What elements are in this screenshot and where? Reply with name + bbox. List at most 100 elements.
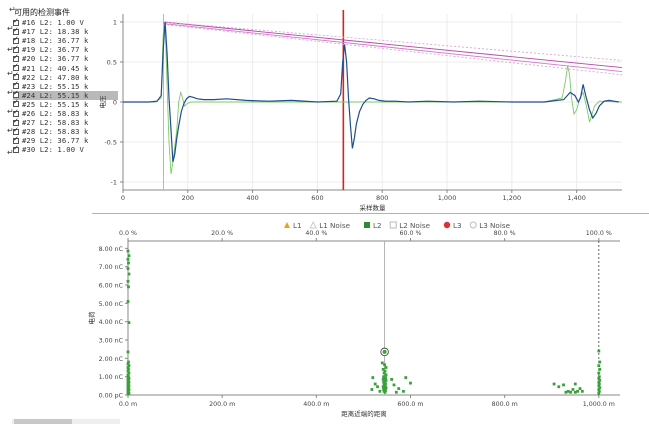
event-label: #27 L2: 58.83 k bbox=[22, 118, 89, 128]
top-tick-label: 100.0 % bbox=[586, 230, 612, 237]
series-line bbox=[163, 23, 623, 76]
series-line bbox=[163, 21, 623, 69]
data-point bbox=[597, 371, 601, 375]
data-point bbox=[127, 360, 130, 364]
data-point bbox=[597, 375, 601, 379]
x-tick-label: 600.0 m bbox=[397, 401, 423, 408]
top-tick-label: 80.0 % bbox=[494, 230, 516, 237]
data-point bbox=[126, 373, 130, 377]
y-tick-label: 3.00 nC bbox=[99, 338, 124, 345]
data-point bbox=[566, 389, 570, 393]
y-tick-label: 0 bbox=[113, 99, 117, 107]
event-label: #19 L2: 36.77 k bbox=[22, 45, 89, 55]
legend-marker bbox=[389, 221, 397, 229]
data-point bbox=[384, 389, 387, 392]
data-point bbox=[126, 249, 130, 253]
legend-marker bbox=[443, 221, 451, 229]
event-label: #16 L2: 1.00 V bbox=[22, 18, 84, 27]
data-point bbox=[383, 390, 387, 394]
data-point bbox=[597, 377, 601, 380]
top-tick-label: 40.0 % bbox=[305, 230, 327, 237]
return-mark: ↵ bbox=[7, 148, 14, 157]
y-tick-label: 8.00 nC bbox=[99, 246, 124, 253]
detected-events-panel: ↵ 可用的检测事件 #16 L2: 1.00 V#17 L2: 18.38 k#… bbox=[0, 0, 120, 425]
y-tick-label: -0.5 bbox=[104, 139, 117, 147]
data-point bbox=[404, 376, 408, 379]
data-point bbox=[390, 378, 394, 381]
data-point bbox=[384, 386, 388, 390]
legend-label: L3 bbox=[453, 221, 462, 230]
event-label: #29 L2: 36.77 k bbox=[22, 136, 89, 146]
data-point bbox=[409, 381, 412, 385]
data-point bbox=[126, 392, 130, 396]
event-item[interactable]: #20 L2: 36.77 k bbox=[13, 53, 118, 63]
y-tick-label: 1.00 nC bbox=[99, 374, 124, 381]
series-line bbox=[123, 21, 619, 163]
x-tick-label: 1,000 bbox=[438, 194, 457, 202]
x-tick-label: 0.0 m bbox=[119, 401, 137, 408]
data-point bbox=[384, 382, 387, 386]
legend-item: L3 bbox=[443, 221, 462, 230]
event-item[interactable]: #30 L2: 1.00 V bbox=[13, 144, 118, 154]
x-tick-label: 1,200 bbox=[503, 194, 522, 202]
data-point bbox=[126, 300, 130, 303]
data-point bbox=[578, 387, 582, 390]
horizontal-scrollbar[interactable] bbox=[12, 419, 120, 424]
legend-item: L2 Noise bbox=[389, 221, 431, 230]
x-axis-label: 采样数量 bbox=[360, 203, 387, 212]
data-point bbox=[573, 382, 577, 386]
data-point bbox=[127, 364, 131, 368]
data-point bbox=[557, 385, 561, 389]
event-item[interactable]: #29 L2: 36.77 k bbox=[13, 135, 118, 146]
event-label: #25 L2: 55.15 k bbox=[22, 99, 89, 109]
event-label: #21 L2: 40.45 k bbox=[22, 63, 89, 73]
data-point bbox=[597, 382, 601, 386]
legend-item: L1 Noise bbox=[309, 220, 351, 230]
x-tick-label: 200.0 m bbox=[209, 401, 235, 408]
data-point bbox=[384, 373, 388, 377]
data-point bbox=[598, 367, 602, 371]
data-point bbox=[573, 390, 577, 394]
y-tick-label: 5.00 nC bbox=[99, 301, 124, 308]
series-line bbox=[163, 21, 623, 61]
return-mark: ↵ bbox=[7, 126, 14, 135]
x-tick-label: 1,000.0 m bbox=[583, 401, 615, 408]
data-point bbox=[126, 257, 130, 261]
x-tick-label: 400 bbox=[246, 194, 258, 202]
scrollbar-thumb[interactable] bbox=[14, 419, 72, 424]
event-label: #26 L2: 58.83 k bbox=[22, 109, 89, 118]
y-tick-label: 1 bbox=[113, 19, 117, 27]
top-tick-label: 60.0 % bbox=[399, 230, 421, 237]
x-tick-label: 1,400 bbox=[567, 194, 586, 202]
data-point bbox=[392, 383, 396, 387]
data-point bbox=[127, 285, 130, 289]
data-point bbox=[381, 378, 385, 381]
data-point bbox=[126, 267, 130, 270]
data-point bbox=[598, 378, 602, 382]
data-point bbox=[597, 380, 601, 384]
legend-label: L2 bbox=[373, 221, 382, 230]
data-point bbox=[597, 388, 601, 391]
y-tick-label: 6.00 nC bbox=[99, 283, 124, 290]
event-label: #17 L2: 18.38 k bbox=[22, 27, 89, 37]
y-axis-label: 电压 bbox=[98, 95, 107, 109]
data-point bbox=[370, 388, 374, 391]
legend-item: L2 bbox=[364, 221, 382, 230]
series-line bbox=[163, 23, 623, 73]
event-checkbox[interactable] bbox=[13, 144, 19, 153]
data-point bbox=[381, 367, 385, 371]
event-item[interactable]: #21 L2: 40.45 k bbox=[13, 62, 118, 73]
data-point bbox=[569, 390, 572, 394]
x-tick-label: 400.0 m bbox=[303, 401, 329, 408]
y-tick-label: 2.00 nC bbox=[99, 356, 124, 363]
data-point bbox=[571, 388, 575, 391]
data-point bbox=[402, 389, 405, 393]
waveform-chart[interactable]: 1 0.5 0 -0.5 -1 0 200 400 600 800 1,000 1,200 1,400 采… bbox=[0, 0, 649, 213]
data-point bbox=[597, 389, 601, 393]
distance-charge-chart[interactable]: L1 L1 Noise L2 L2 Noise L3 L3 Noise 8.00 nC 7.0… bbox=[0, 214, 649, 426]
data-point bbox=[576, 389, 580, 393]
y-axis-label: 电荷 bbox=[87, 311, 96, 325]
legend-marker bbox=[469, 221, 477, 229]
y-tick-label: 0.5 bbox=[107, 59, 117, 67]
legend-label: L1 Noise bbox=[319, 221, 350, 230]
